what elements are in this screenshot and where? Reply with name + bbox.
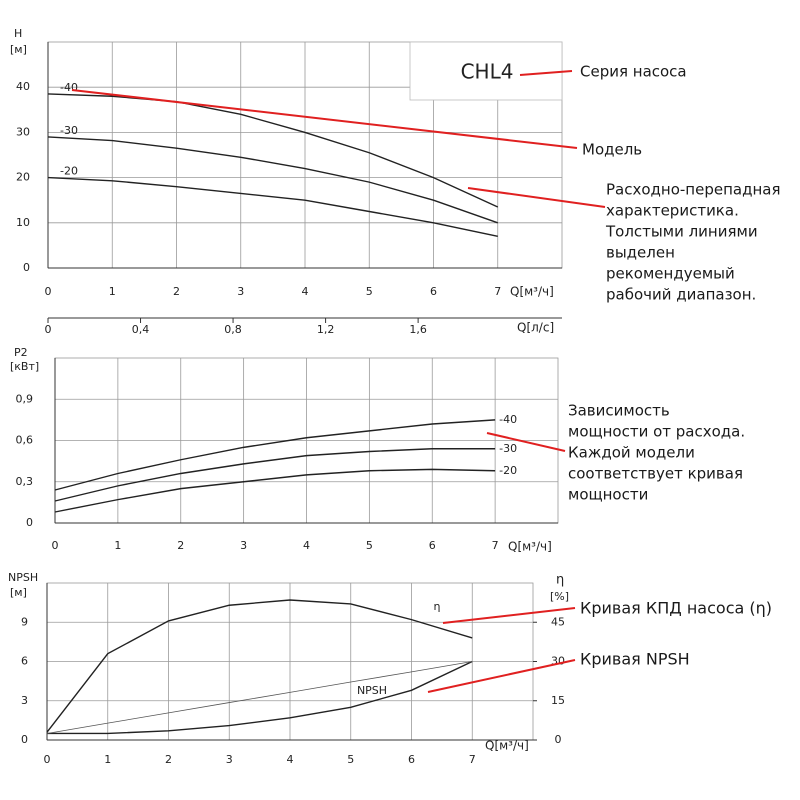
- x-tick-label: 1: [104, 753, 111, 766]
- y-axis-label: H: [14, 27, 22, 40]
- y2-tick-label: 45: [551, 615, 565, 628]
- series-label: -40: [60, 81, 78, 94]
- x-axis-label: Q[м³/ч]: [485, 739, 529, 753]
- series-line: [54, 468, 496, 513]
- x-tick-label: 4: [302, 285, 309, 298]
- y2-tick-label: 0: [555, 733, 562, 746]
- x-tick-label: 5: [347, 753, 354, 766]
- x-tick-label: 4: [303, 539, 310, 552]
- x2-axis-label: Q[л/с]: [517, 321, 554, 335]
- series-line: [47, 136, 498, 224]
- annotation-text: Зависимость: [568, 402, 670, 420]
- series-line: [54, 419, 496, 491]
- annotation-text: мощности: [568, 486, 648, 504]
- annotation-text: Кривая NPSH: [580, 650, 690, 669]
- x-tick-label: 0: [45, 285, 52, 298]
- series-line: [46, 661, 473, 734]
- series-label: -20: [60, 165, 78, 178]
- y-tick-label: 30: [16, 125, 30, 138]
- series-line: [47, 660, 473, 735]
- x-tick-label: 1: [109, 285, 116, 298]
- y-tick-label: 0: [26, 516, 33, 529]
- series-line: [54, 448, 496, 502]
- series-line: [46, 599, 473, 733]
- x2-tick-label: 0: [45, 323, 52, 336]
- x-tick-label: 6: [408, 753, 415, 766]
- x-tick-label: 6: [429, 539, 436, 552]
- y-tick-label: 3: [21, 694, 28, 707]
- y-tick-label: 10: [16, 216, 30, 229]
- x-tick-label: 5: [366, 539, 373, 552]
- x-axis-label: Q[м³/ч]: [508, 540, 552, 554]
- x-tick-label: 1: [114, 539, 121, 552]
- annotation-text: соответствует кривая: [568, 465, 743, 483]
- y-axis-label: P2: [14, 346, 28, 359]
- x-tick-label: 2: [173, 285, 180, 298]
- y-tick-label: 20: [16, 171, 30, 184]
- y-axis-unit: [кВт]: [10, 360, 39, 373]
- x-tick-label: 3: [240, 539, 247, 552]
- y-axis-unit: [м]: [10, 586, 27, 599]
- annotation-text: Каждой модели: [568, 444, 695, 462]
- y-axis-label: NPSH: [8, 571, 38, 584]
- annotation-text: выделен: [606, 244, 675, 262]
- x-tick-label: 7: [494, 285, 501, 298]
- annotation-text: рабочий диапазон.: [606, 286, 756, 304]
- chart-title: CHL4: [461, 60, 514, 84]
- series-line: [47, 93, 499, 208]
- x-tick-label: 0: [44, 753, 51, 766]
- y-tick-label: 9: [21, 615, 28, 628]
- x-tick-label: 7: [469, 753, 476, 766]
- annotation-line: [442, 607, 576, 624]
- x2-tick-label: 0,4: [132, 323, 150, 336]
- y2-axis-unit: [%]: [550, 590, 569, 603]
- annotation-line: [467, 187, 606, 208]
- series-label: -20: [499, 464, 517, 477]
- x2-tick-label: 1,2: [317, 323, 335, 336]
- annotation-line: [427, 659, 576, 693]
- series-label: η: [434, 600, 441, 613]
- x2-tick-label: 1,6: [409, 323, 427, 336]
- y2-tick-label: 15: [551, 694, 565, 707]
- annotation-text: Кривая КПД насоса (η): [580, 599, 772, 618]
- y-tick-label: 0,6: [16, 434, 34, 447]
- annotation-text: Модель: [582, 141, 642, 159]
- annotation-text: мощности от расхода.: [568, 423, 745, 441]
- y-axis-unit: [м]: [10, 43, 27, 56]
- y-tick-label: 0,3: [16, 475, 34, 488]
- x2-tick-label: 0,8: [224, 323, 242, 336]
- annotation-line: [71, 89, 578, 149]
- x-axis-label: Q[м³/ч]: [510, 285, 554, 299]
- annotation-line: [486, 432, 566, 452]
- x-tick-label: 3: [237, 285, 244, 298]
- x-tick-label: 0: [52, 539, 59, 552]
- x-tick-label: 2: [165, 753, 172, 766]
- y-tick-label: 6: [21, 655, 28, 668]
- y-tick-label: 0,9: [16, 392, 34, 405]
- y-tick-label: 40: [16, 80, 30, 93]
- series-label: -30: [499, 442, 517, 455]
- x-tick-label: 3: [226, 753, 233, 766]
- x-tick-label: 5: [366, 285, 373, 298]
- series-label: -30: [60, 124, 78, 137]
- series-line: [47, 176, 498, 238]
- annotation-text: характеристика.: [606, 202, 739, 220]
- x-tick-label: 2: [177, 539, 184, 552]
- x-tick-label: 4: [287, 753, 294, 766]
- title-box: [409, 41, 563, 101]
- annotation-text: рекомендуемый: [606, 265, 735, 283]
- x-tick-label: 6: [430, 285, 437, 298]
- y2-axis-label: η: [556, 573, 564, 588]
- y-tick-label: 0: [23, 261, 30, 274]
- series-label: -40: [499, 413, 517, 426]
- annotation-line: [519, 70, 573, 76]
- annotation-text: Толстыми линиями: [605, 223, 758, 241]
- y-tick-label: 0: [21, 733, 28, 746]
- annotation-text: Серия насоса: [580, 63, 687, 81]
- series-label: NPSH: [357, 684, 387, 697]
- annotation-text: Расходно-перепадная: [606, 181, 781, 199]
- x-tick-label: 7: [492, 539, 499, 552]
